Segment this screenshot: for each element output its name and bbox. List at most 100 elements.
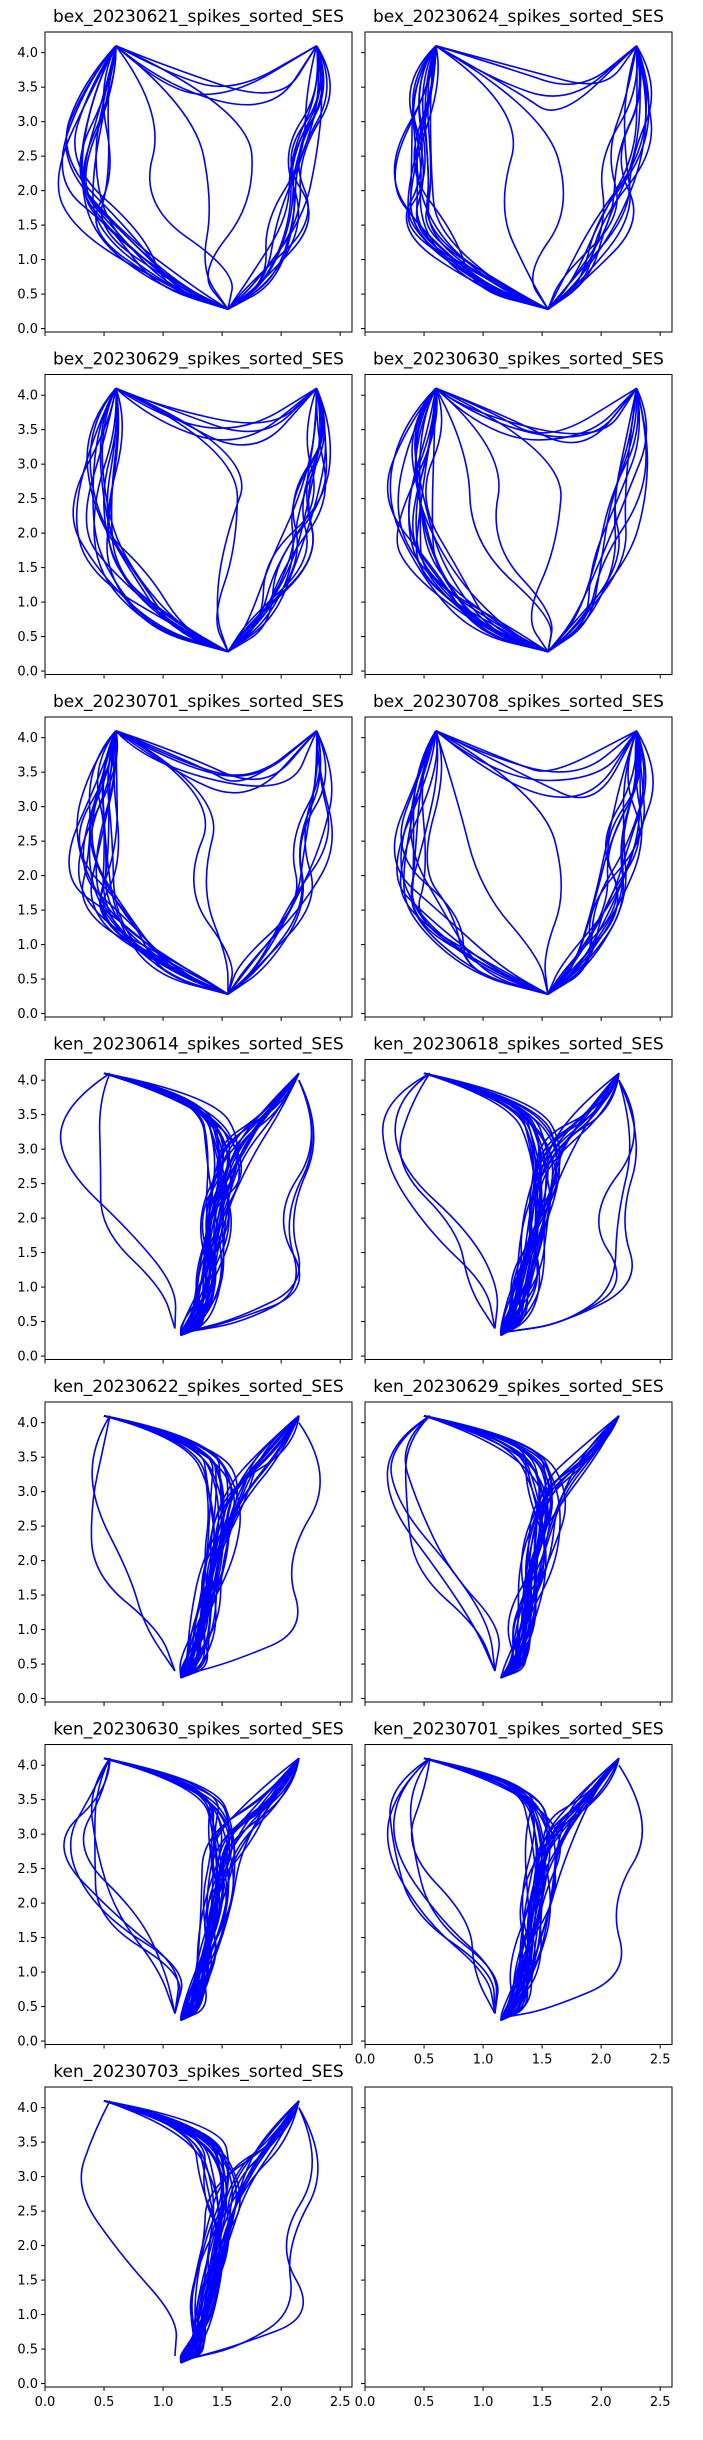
y-tick-label: 1.0 bbox=[17, 1623, 38, 1638]
x-tick-label: 0.0 bbox=[35, 2395, 56, 2410]
trajectory-line bbox=[72, 388, 229, 653]
trajectory-line bbox=[547, 730, 642, 995]
trajectory-lines bbox=[90, 1415, 321, 1679]
trajectory-line bbox=[415, 388, 549, 653]
trajectory-line bbox=[423, 1072, 558, 1336]
trajectory-lines bbox=[393, 730, 654, 995]
trajectory-line bbox=[227, 45, 320, 310]
trajectory-line bbox=[435, 387, 553, 652]
trajectory-line bbox=[421, 45, 549, 310]
y-tick-label: 1.5 bbox=[17, 2274, 38, 2289]
trajectory-line bbox=[103, 1757, 219, 2022]
trajectory-line bbox=[393, 730, 549, 995]
x-tick-label: 2.0 bbox=[591, 2395, 612, 2410]
y-tick-label: 1.5 bbox=[17, 904, 38, 919]
y-tick-label: 0.5 bbox=[17, 1315, 38, 1330]
trajectory-lines bbox=[386, 387, 649, 653]
subplot: bex_20230630_spikes_sorted_SES bbox=[361, 350, 673, 679]
trajectory-line bbox=[186, 1079, 313, 1333]
trajectory-line bbox=[506, 1764, 644, 2018]
trajectory-lines bbox=[381, 1072, 638, 1337]
subplot: 0.0 0.5 1.0 1.5 2.0 2.5 bbox=[355, 2086, 673, 2410]
trajectory-line bbox=[416, 45, 549, 310]
x-tick-label: 0.5 bbox=[414, 2053, 435, 2068]
trajectory-line bbox=[424, 45, 549, 310]
trajectory-lines bbox=[386, 1757, 644, 2022]
trajectory-line bbox=[435, 387, 638, 444]
trajectory-line bbox=[92, 387, 229, 653]
trajectory-line bbox=[86, 387, 229, 653]
trajectory-lines bbox=[59, 1072, 315, 1337]
trajectory-line bbox=[547, 45, 650, 310]
y-tick-label: 0.0 bbox=[17, 1350, 38, 1365]
y-tick-label: 1.0 bbox=[17, 1966, 38, 1981]
y-tick-label: 2.0 bbox=[17, 1212, 38, 1227]
y-tick-label: 3.5 bbox=[17, 2136, 38, 2151]
trajectory-line bbox=[547, 388, 641, 653]
x-tick-label: 0.5 bbox=[414, 2395, 435, 2410]
trajectory-line bbox=[425, 388, 549, 653]
trajectory-line bbox=[227, 730, 322, 995]
subplot-title: ken_20230622_spikes_sorted_SES bbox=[53, 1377, 343, 1397]
trajectory-line bbox=[94, 1757, 181, 2014]
y-tick-label: 0.0 bbox=[17, 1007, 38, 1022]
trajectory-line bbox=[418, 730, 549, 995]
trajectory-line bbox=[227, 388, 328, 653]
y-tick-label: 0.5 bbox=[17, 630, 38, 645]
trajectory-line bbox=[393, 45, 549, 310]
trajectory-line bbox=[186, 1079, 313, 1333]
subplot-title: bex_20230701_spikes_sorted_SES bbox=[53, 692, 344, 712]
y-tick-label: 3.5 bbox=[17, 1108, 38, 1123]
trajectory-line bbox=[409, 1757, 499, 2014]
trajectory-line bbox=[90, 730, 229, 995]
trajectory-lines bbox=[393, 45, 653, 310]
trajectory-line bbox=[547, 45, 639, 310]
trajectory-line bbox=[180, 1757, 300, 2021]
y-tick-label: 1.5 bbox=[17, 561, 38, 576]
y-tick-label: 3.0 bbox=[17, 800, 38, 815]
y-tick-label: 2.5 bbox=[17, 1520, 38, 1535]
y-tick-label: 3.0 bbox=[17, 1143, 38, 1158]
axes-frame bbox=[364, 374, 673, 675]
trajectory-line bbox=[75, 387, 229, 653]
axes-frame bbox=[44, 1401, 353, 1703]
y-tick-label: 1.0 bbox=[17, 253, 38, 268]
trajectory-line bbox=[506, 1079, 631, 1333]
y-tick-label: 4.0 bbox=[17, 731, 38, 746]
subplot-title: ken_20230703_spikes_sorted_SES bbox=[53, 2062, 343, 2082]
trajectory-line bbox=[547, 388, 639, 653]
axes-frame bbox=[44, 2086, 353, 2388]
trajectory-line bbox=[115, 45, 318, 106]
trajectory-line bbox=[77, 730, 229, 995]
trajectory-line bbox=[411, 730, 549, 995]
trajectory-line bbox=[115, 387, 318, 429]
axes-frame bbox=[364, 31, 673, 333]
trajectory-line bbox=[103, 2100, 229, 2364]
x-tick-label: 0.0 bbox=[355, 2053, 376, 2068]
trajectory-line bbox=[418, 387, 549, 653]
subplot: bex_20230629_spikes_sorted_SES 0.0 0.5 1.0 1… bbox=[17, 350, 353, 680]
y-tick-label: 2.0 bbox=[17, 1554, 38, 1569]
trajectory-line bbox=[394, 1072, 499, 1329]
trajectory-line bbox=[98, 1072, 176, 1329]
axes-frame bbox=[44, 31, 353, 333]
trajectory-line bbox=[435, 730, 549, 995]
trajectory-line bbox=[227, 45, 331, 310]
y-tick-label: 3.5 bbox=[17, 81, 38, 96]
trajectory-line bbox=[115, 387, 318, 433]
trajectory-line bbox=[227, 388, 327, 653]
axes-frame bbox=[364, 716, 673, 1018]
y-tick-label: 1.5 bbox=[17, 219, 38, 234]
trajectory-line bbox=[103, 1757, 219, 2022]
trajectory-line bbox=[103, 1415, 216, 1679]
y-tick-label: 0.5 bbox=[17, 2343, 38, 2358]
trajectory-line bbox=[227, 388, 324, 653]
y-tick-label: 4.0 bbox=[17, 46, 38, 61]
trajectory-line bbox=[404, 1415, 500, 1672]
trajectory-line bbox=[115, 387, 239, 653]
trajectory-line bbox=[107, 730, 229, 995]
trajectory-line bbox=[423, 1072, 539, 1336]
trajectory-line bbox=[389, 1757, 496, 2014]
trajectory-line bbox=[423, 1415, 553, 1679]
